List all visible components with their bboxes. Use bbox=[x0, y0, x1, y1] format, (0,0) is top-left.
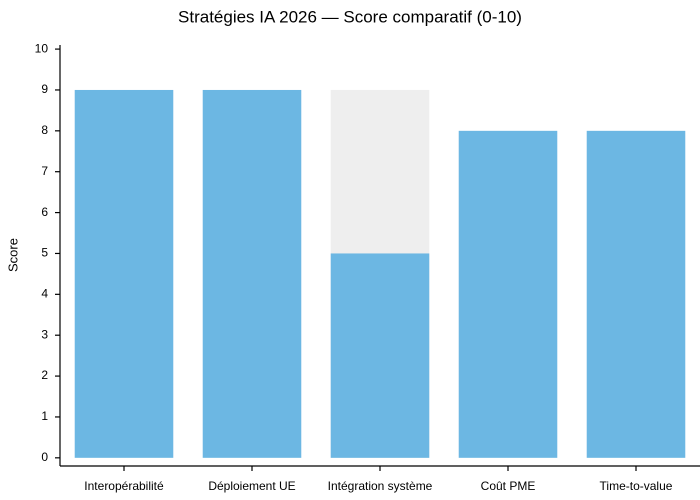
y-tick-label: 7 bbox=[41, 164, 48, 178]
y-tick-label: 1 bbox=[41, 409, 48, 423]
y-axis-label: Score bbox=[5, 238, 20, 272]
y-tick-label: 3 bbox=[41, 327, 48, 341]
bar bbox=[458, 130, 558, 458]
y-tick-label: 9 bbox=[41, 82, 48, 96]
bar bbox=[586, 130, 686, 458]
y-tick-label: 2 bbox=[41, 368, 48, 382]
x-tick-label: Intégration système bbox=[328, 479, 433, 493]
bar bbox=[74, 89, 174, 458]
bar bbox=[202, 89, 302, 458]
bar bbox=[330, 253, 430, 458]
x-tick-label: Déploiement UE bbox=[208, 479, 295, 493]
chart-title: Stratégies IA 2026 — Score comparatif (0… bbox=[178, 7, 522, 26]
x-tick-label: Interopérabilité bbox=[84, 479, 164, 493]
y-tick-label: 5 bbox=[41, 246, 48, 260]
y-tick-label: 8 bbox=[41, 123, 48, 137]
x-tick-label: Time-to-value bbox=[600, 479, 673, 493]
y-tick-label: 0 bbox=[41, 450, 48, 464]
y-tick-label: 6 bbox=[41, 205, 48, 219]
y-tick-label: 4 bbox=[41, 287, 48, 301]
y-tick-label: 10 bbox=[35, 41, 49, 55]
x-tick-label: Coût PME bbox=[481, 479, 536, 493]
